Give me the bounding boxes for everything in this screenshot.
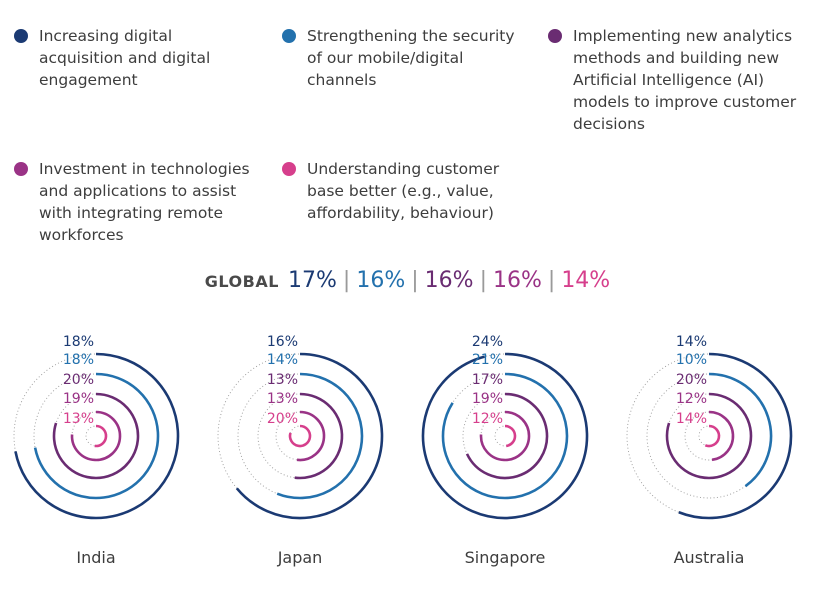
data-label-security: 21% <box>472 352 503 368</box>
arc-analytics-ai <box>52 392 140 480</box>
legend-dot-icon <box>14 29 28 43</box>
arc-analytics-ai <box>665 392 753 480</box>
global-value-customer-base: 14% <box>561 268 611 293</box>
country-label-japan: Japan <box>277 548 323 567</box>
legend-label: Strengthening the security of our mobile… <box>307 27 515 89</box>
data-label-customer-base: 14% <box>676 411 707 427</box>
data-label-analytics-ai: 17% <box>472 372 503 388</box>
arc-customer-base <box>94 424 108 448</box>
legend-dot-icon <box>282 29 296 43</box>
arc-security <box>708 372 773 488</box>
data-label-security: 14% <box>267 352 298 368</box>
global-value-analytics-ai: 16% <box>424 268 474 293</box>
legend-dot-icon <box>14 162 28 176</box>
arc-digital-acquisition <box>14 352 180 520</box>
arc-remote-workforces <box>708 410 735 462</box>
data-label-analytics-ai: 13% <box>267 372 298 388</box>
global-separator: | <box>479 268 487 293</box>
legend-dot-icon <box>548 29 562 43</box>
data-label-digital-acquisition: 24% <box>472 334 503 350</box>
legend-item-digital-acquisition: Increasing digital acquisition and digit… <box>14 25 254 91</box>
arc-digital-acquisition <box>421 352 589 520</box>
global-value-security: 16% <box>356 268 406 293</box>
global-separator: | <box>411 268 419 293</box>
data-label-digital-acquisition: 14% <box>676 334 707 350</box>
country-label-india: India <box>76 548 116 567</box>
radial-chart-japan: 16% 14% 13% 13% 20% <box>217 334 384 520</box>
data-label-remote-workforces: 19% <box>472 391 503 407</box>
global-label: GLOBAL <box>204 272 279 291</box>
legend-label: Understanding customer base better (e.g.… <box>307 160 500 222</box>
data-label-customer-base: 12% <box>472 411 503 427</box>
arc-customer-base <box>504 424 517 448</box>
global-summary: GLOBAL 17% | 16% | 16% | 16% | 14% <box>0 268 815 293</box>
arc-customer-base <box>288 424 312 448</box>
arc-digital-acquisition <box>235 352 384 520</box>
data-label-analytics-ai: 20% <box>676 372 707 388</box>
arc-customer-base <box>704 424 721 448</box>
data-label-digital-acquisition: 16% <box>267 334 298 350</box>
global-value-remote-workforces: 16% <box>492 268 542 293</box>
legend-item-remote-workforces: Investment in technologies and applicati… <box>14 158 264 246</box>
legend-label: Investment in technologies and applicati… <box>39 160 250 244</box>
arc-analytics-ai <box>465 392 549 480</box>
radial-chart-singapore: 24% 21% 17% 19% 12% <box>421 334 589 520</box>
data-label-analytics-ai: 20% <box>63 372 94 388</box>
data-label-remote-workforces: 12% <box>676 391 707 407</box>
legend-label: Increasing digital acquisition and digit… <box>39 27 211 89</box>
data-label-remote-workforces: 19% <box>63 391 94 407</box>
data-label-security: 18% <box>63 352 94 368</box>
arc-remote-workforces <box>296 410 326 462</box>
arc-security <box>276 372 364 500</box>
legend-item-security: Strengthening the security of our mobile… <box>282 25 532 91</box>
arc-security <box>33 372 160 500</box>
legend-item-customer-base: Understanding customer base better (e.g.… <box>282 158 522 224</box>
global-value-digital-acquisition: 17% <box>288 268 337 293</box>
legend-item-analytics-ai: Implementing new analytics methods and b… <box>548 25 808 135</box>
data-label-remote-workforces: 13% <box>267 391 298 407</box>
data-label-customer-base: 13% <box>63 411 94 427</box>
global-separator: | <box>342 268 351 293</box>
legend-dot-icon <box>282 162 296 176</box>
country-label-singapore: Singapore <box>464 548 546 567</box>
data-label-customer-base: 20% <box>267 411 298 427</box>
arc-digital-acquisition <box>678 352 793 520</box>
radial-chart-india: 18% 18% 20% 19% 13% <box>13 334 180 520</box>
arc-security <box>441 372 569 500</box>
data-label-digital-acquisition: 18% <box>63 334 94 350</box>
data-label-security: 10% <box>676 352 707 368</box>
arc-remote-workforces <box>479 410 531 462</box>
global-separator: | <box>547 268 556 293</box>
arc-remote-workforces <box>70 410 122 462</box>
arc-analytics-ai <box>294 392 344 480</box>
country-label-australia: Australia <box>673 548 745 567</box>
legend-label: Implementing new analytics methods and b… <box>573 27 797 133</box>
radial-chart-australia: 14% 10% 20% 12% 14% <box>626 334 793 520</box>
